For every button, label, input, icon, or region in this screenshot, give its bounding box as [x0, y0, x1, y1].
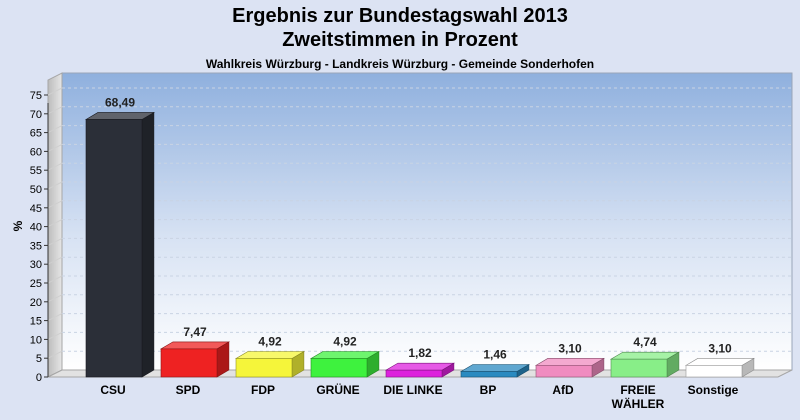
y-tick-label: 20	[30, 297, 42, 309]
bar-front	[310, 358, 368, 378]
bar-front	[85, 119, 143, 378]
bar-front	[235, 358, 293, 378]
bar-sonstige	[684, 357, 756, 378]
y-tick-label: 0	[36, 372, 42, 384]
grid-line-side	[47, 313, 63, 322]
bar-die-linke	[384, 362, 456, 378]
value-label: 4,92	[258, 335, 282, 349]
bar-spd	[159, 341, 231, 378]
grid-line-side	[47, 106, 63, 115]
category-label: DIE LINKE	[383, 383, 442, 397]
y-tick-label: 45	[30, 203, 42, 215]
value-label: 3,10	[558, 341, 582, 355]
value-label: 4,92	[333, 335, 357, 349]
bar-fdp	[234, 350, 306, 378]
grid-line-side	[47, 143, 63, 152]
bar-afd	[534, 357, 606, 378]
back-wall	[61, 72, 793, 371]
bar-csu	[84, 111, 156, 378]
y-tick-label: 75	[30, 90, 42, 102]
y-tick-label: 60	[30, 146, 42, 158]
category-label: SPD	[176, 383, 201, 397]
value-label: 68,49	[105, 95, 135, 109]
chart-title-line-1: Ergebnis zur Bundestagswahl 2013	[232, 5, 568, 27]
y-tick-label: 50	[30, 184, 42, 196]
chart-title-line-2: Zweitstimmen in Prozent	[282, 29, 518, 51]
bar-top	[684, 358, 756, 366]
grid-line-side	[47, 275, 63, 284]
grid-line-side	[47, 350, 63, 359]
y-tick-label: 30	[30, 259, 42, 271]
grid-line-side	[47, 87, 63, 96]
bar-top	[234, 351, 306, 359]
y-tick-label: 15	[30, 316, 42, 328]
title-block: Ergebnis zur Bundestagswahl 2013 Zweitst…	[0, 4, 800, 71]
y-tick-label: 70	[30, 109, 42, 121]
y-tick-label: 35	[30, 240, 42, 252]
bar-front	[685, 365, 743, 378]
bar-top	[84, 112, 156, 120]
bar-front	[535, 365, 593, 378]
bar-bp	[459, 363, 531, 378]
y-tick-label: 40	[30, 222, 42, 234]
bar-front	[385, 369, 443, 378]
bar-top	[384, 362, 456, 371]
grid-line-side	[47, 256, 63, 265]
y-tick-label: 55	[30, 165, 42, 177]
bar-side	[141, 111, 155, 378]
category-label: FDP	[251, 383, 275, 397]
y-tick-label: 10	[30, 334, 42, 346]
category-label: Sonstige	[688, 383, 739, 397]
bar-top	[459, 364, 531, 372]
category-label: FREIE	[620, 383, 655, 397]
grid-line-side	[47, 162, 63, 171]
value-label: 1,82	[408, 346, 432, 360]
y-tick-label: 25	[30, 278, 42, 290]
grid-line-side	[47, 181, 63, 190]
value-label: 7,47	[183, 325, 207, 339]
bar-freie-wähler	[609, 351, 681, 378]
bar-front	[460, 371, 518, 378]
bar-top	[309, 351, 381, 359]
y-axis-label: %	[11, 220, 25, 231]
category-label: AfD	[552, 383, 574, 397]
bar-top	[609, 351, 681, 360]
bar-top	[159, 341, 231, 350]
y-tick-label: 5	[36, 353, 42, 365]
chart-subtitle: Wahlkreis Würzburg - Landkreis Würzburg …	[205, 57, 595, 71]
grid-line-side	[47, 219, 63, 228]
grid-line-side	[47, 237, 63, 246]
grid-line-side	[47, 125, 63, 134]
y-tick-label: 65	[30, 128, 42, 140]
bar-front	[160, 348, 218, 378]
grid-line-side	[47, 331, 63, 340]
grid-line-side	[47, 200, 63, 209]
bar-grüne	[309, 350, 381, 378]
value-label: 1,46	[483, 348, 507, 362]
category-label: GRÜNE	[316, 382, 359, 397]
grid-line-side	[47, 294, 63, 303]
category-label: BP	[480, 383, 497, 397]
category-label: CSU	[100, 383, 125, 397]
bar-top	[534, 358, 606, 366]
value-label: 4,74	[633, 335, 657, 349]
category-label: WÄHLER	[612, 396, 665, 411]
bar-front	[610, 358, 668, 378]
value-label: 3,10	[708, 341, 732, 355]
